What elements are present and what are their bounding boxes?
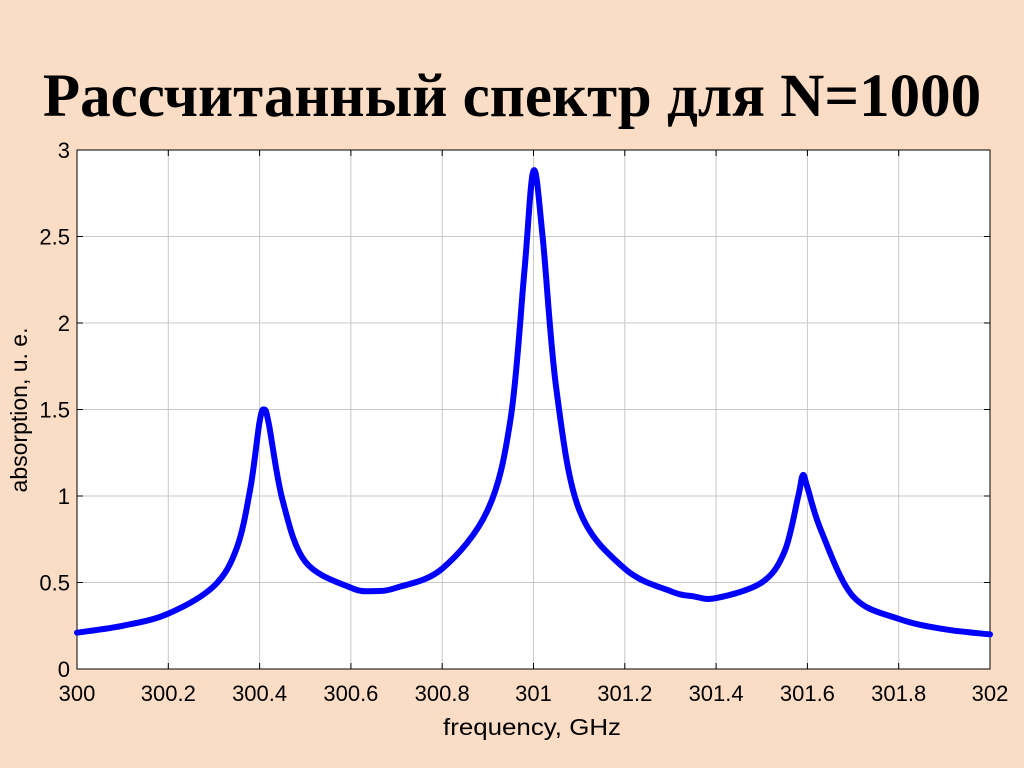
x-tick-label: 301.4 [689, 681, 744, 706]
x-axis-title: frequency, GHz [443, 714, 621, 740]
y-tick-label: 1.5 [39, 398, 70, 423]
x-tick-label: 300 [59, 681, 96, 706]
x-tick-labels: 300 300.2 300.4 300.6 300.8 301 301.2 301.4 301.… [59, 681, 1009, 706]
y-tick-label: 0 [58, 657, 70, 682]
x-tick-label: 300.4 [232, 681, 287, 706]
y-tick-label: 3 [58, 138, 70, 163]
x-tick-label: 301.6 [780, 681, 835, 706]
y-tick-label: 2.5 [39, 225, 70, 250]
x-tick-label: 300.2 [141, 681, 196, 706]
x-tick-label: 300.6 [323, 681, 378, 706]
slide-title: Рассчитанный спектр для N=1000 [42, 63, 982, 130]
y-tick-label: 1 [58, 484, 70, 509]
y-tick-labels: 0 0.5 1 1.5 2 2.5 3 [39, 138, 70, 682]
x-tick-label: 301.2 [597, 681, 652, 706]
x-tick-label: 300.8 [415, 681, 470, 706]
y-axis-title: absorption, u. e. [6, 328, 32, 493]
x-tick-label: 301 [515, 681, 552, 706]
y-tick-label: 2 [58, 311, 70, 336]
y-tick-label: 0.5 [39, 571, 70, 596]
plot-frame [76, 149, 991, 670]
absorption-series-line [74, 167, 993, 638]
x-tick-label: 301.8 [871, 681, 926, 706]
x-tick-label: 302 [972, 681, 1009, 706]
